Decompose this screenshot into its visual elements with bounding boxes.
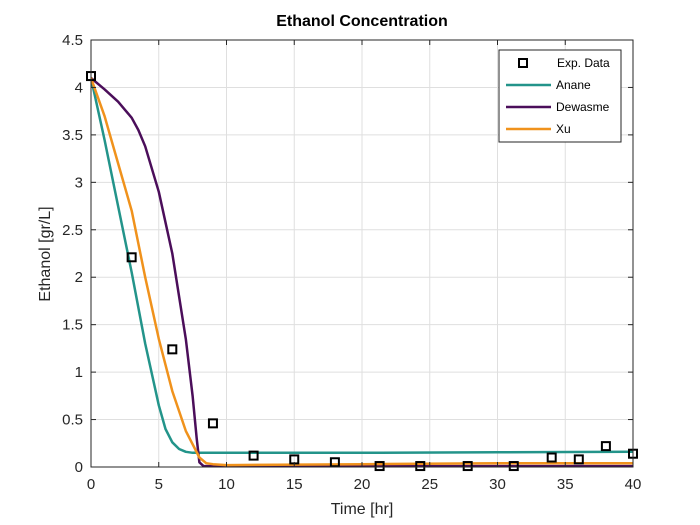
x-tick-label: 30 bbox=[489, 476, 506, 493]
legend-entry: Anane bbox=[506, 78, 591, 92]
x-tick-label: 40 bbox=[625, 476, 642, 493]
y-tick-label: 2.5 bbox=[62, 222, 83, 239]
x-tick-label: 25 bbox=[421, 476, 438, 493]
x-tick-label: 35 bbox=[557, 476, 574, 493]
exp-data-point bbox=[600, 441, 611, 452]
x-tick-label: 5 bbox=[155, 476, 163, 493]
legend-label: Anane bbox=[556, 78, 591, 92]
exp-data-point bbox=[462, 461, 473, 472]
x-tick-label: 20 bbox=[354, 476, 371, 493]
legend-entry: Dewasme bbox=[506, 100, 610, 114]
series-line-xu bbox=[91, 76, 633, 467]
exp-data-point bbox=[573, 454, 584, 465]
y-tick-label: 0.5 bbox=[62, 412, 83, 429]
y-axis-ticks: 0 0.5 1 1.5 2 2.5 3 3.5 4 4.5 bbox=[62, 32, 633, 476]
exp-data-point bbox=[546, 452, 557, 463]
legend-marker-square bbox=[518, 58, 528, 68]
legend-label: Dewasme bbox=[556, 100, 610, 114]
chart-title: Ethanol Concentration bbox=[276, 13, 448, 30]
legend-entry: Exp. Data bbox=[518, 56, 610, 70]
exp-data-point bbox=[248, 450, 259, 461]
exp-data-point bbox=[415, 461, 426, 472]
y-tick-label: 4.5 bbox=[62, 32, 83, 49]
y-tick-label: 0 bbox=[75, 459, 83, 476]
x-tick-label: 15 bbox=[286, 476, 303, 493]
series-line-anane bbox=[91, 76, 633, 455]
exp-data-point bbox=[167, 344, 178, 355]
x-tick-label: 0 bbox=[87, 476, 95, 493]
y-tick-label: 3 bbox=[75, 174, 83, 191]
exp-data-point bbox=[207, 418, 218, 429]
legend: Exp. Data Anane Dewasme Xu bbox=[498, 49, 622, 143]
x-tick-label: 10 bbox=[218, 476, 235, 493]
y-tick-label: 3.5 bbox=[62, 127, 83, 144]
x-axis-ticks: 0 5 10 15 20 25 30 35 40 bbox=[87, 40, 642, 493]
legend-label: Exp. Data bbox=[557, 56, 610, 70]
legend-entry: Xu bbox=[506, 122, 571, 136]
exp-data-point bbox=[329, 457, 340, 468]
series-line-dewasme bbox=[91, 76, 633, 467]
x-axis-label: Time [hr] bbox=[331, 501, 394, 518]
exp-data-point bbox=[126, 252, 137, 263]
y-tick-label: 1 bbox=[75, 364, 83, 381]
y-tick-label: 2 bbox=[75, 269, 83, 286]
exp-data-point bbox=[508, 461, 519, 472]
y-tick-label: 4 bbox=[75, 79, 83, 96]
y-axis-label: Ethanol [gr/L] bbox=[37, 206, 54, 301]
legend-label: Xu bbox=[556, 122, 571, 136]
series-layer bbox=[91, 76, 633, 467]
exp-data-point bbox=[374, 461, 385, 472]
y-tick-label: 1.5 bbox=[62, 317, 83, 334]
